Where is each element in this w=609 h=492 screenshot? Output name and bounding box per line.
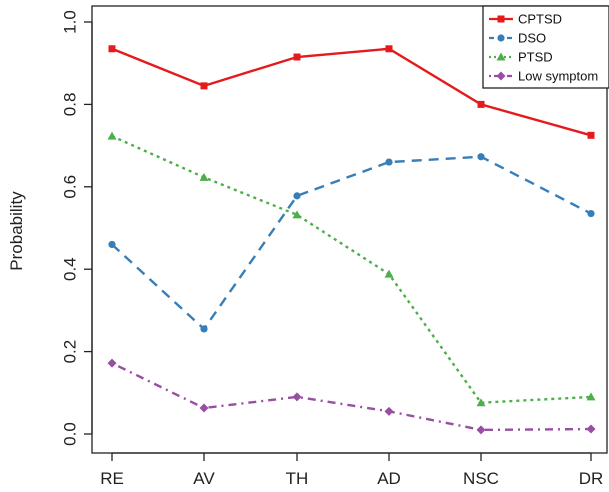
- legend-marker: [496, 52, 506, 61]
- data-point: [587, 209, 595, 218]
- data-point: [293, 53, 301, 61]
- data-point: [476, 398, 486, 407]
- y-tick-label: 0.2: [61, 340, 80, 364]
- data-point: [476, 425, 486, 435]
- data-point: [200, 325, 208, 333]
- data-point: [477, 100, 485, 108]
- series-low-symptom: [107, 358, 596, 435]
- data-point: [108, 240, 116, 249]
- data-point: [385, 45, 393, 53]
- series-dso: [108, 153, 595, 333]
- legend-marker: [497, 34, 505, 42]
- x-axis: RE AV TH AD NSC DR: [100, 452, 604, 488]
- data-point: [477, 153, 485, 161]
- data-point: [107, 131, 117, 140]
- series-line: [111, 135, 592, 404]
- legend: CPTSD DSO PTSD Low symptom: [482, 5, 609, 89]
- legend-item: Low symptom: [489, 69, 598, 84]
- data-point: [586, 424, 596, 434]
- series-line: [111, 362, 592, 432]
- y-tick-label: 0.4: [61, 257, 80, 281]
- legend-label: DSO: [518, 31, 546, 46]
- x-tick-label: AV: [193, 469, 215, 488]
- y-tick-label: 1.0: [61, 10, 80, 34]
- legend-label: Low symptom: [518, 69, 598, 84]
- data-point: [200, 82, 208, 90]
- x-tick-label: TH: [286, 469, 309, 488]
- x-tick-label: RE: [100, 469, 124, 488]
- series-ptsd: [107, 131, 596, 407]
- legend-item: DSO: [489, 31, 546, 46]
- legend-item: PTSD: [489, 50, 553, 65]
- data-point: [384, 406, 394, 416]
- data-point: [586, 392, 596, 401]
- y-tick-label: 0.6: [61, 175, 80, 199]
- y-axis: 0.0 0.2 0.4 0.6 0.8 1.0: [61, 10, 93, 446]
- legend-marker: [496, 71, 506, 81]
- y-tick-label: 0.8: [61, 93, 80, 117]
- series-line: [111, 47, 592, 137]
- y-tick-label: 0.0: [61, 422, 80, 446]
- legend-marker: [497, 15, 505, 23]
- y-axis-title: Probability: [7, 191, 26, 271]
- legend-item: CPTSD: [489, 12, 562, 27]
- series-line: [111, 155, 592, 331]
- x-tick-label: NSC: [463, 469, 499, 488]
- data-point: [293, 192, 301, 200]
- legend-label: CPTSD: [518, 12, 562, 27]
- x-tick-label: AD: [377, 469, 401, 488]
- data-point: [587, 131, 595, 139]
- data-point: [292, 210, 302, 219]
- legend-label: PTSD: [518, 50, 553, 65]
- x-tick-label: DR: [579, 469, 604, 488]
- data-point: [199, 403, 209, 413]
- series-cptsd: [108, 45, 595, 139]
- data-point: [108, 45, 116, 53]
- data-point: [384, 269, 394, 278]
- data-point: [199, 172, 209, 181]
- series-layer: [107, 45, 596, 435]
- data-point: [385, 158, 393, 166]
- data-point: [292, 392, 302, 402]
- data-point: [107, 358, 117, 368]
